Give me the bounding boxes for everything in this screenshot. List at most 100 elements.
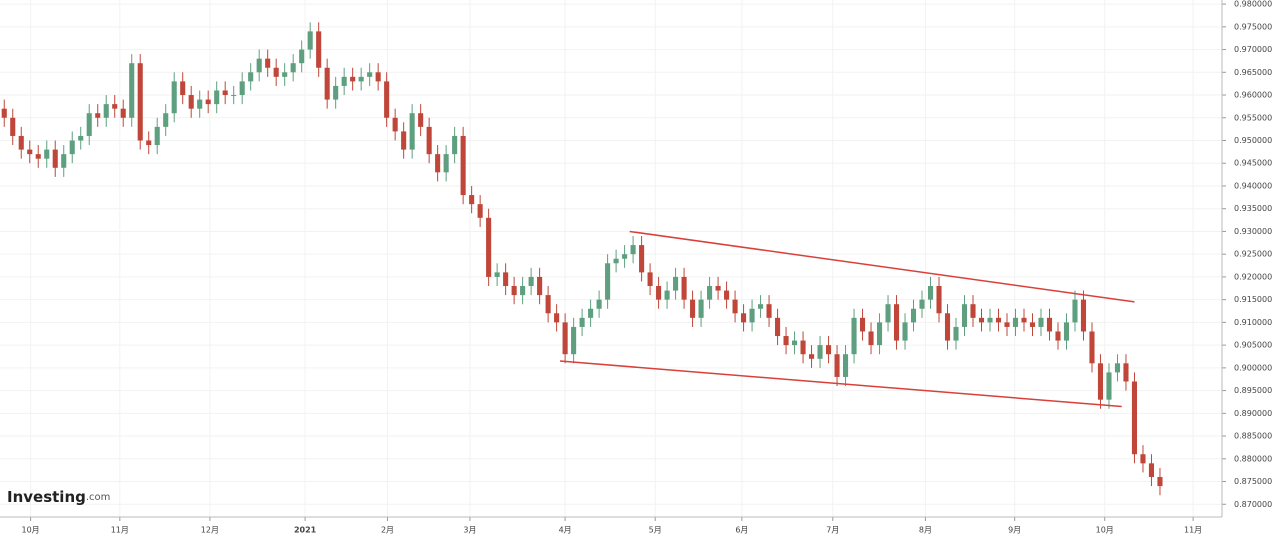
candle-body bbox=[520, 286, 526, 296]
candle-body bbox=[630, 245, 636, 255]
y-tick-label: 0.915000 bbox=[1234, 295, 1272, 304]
candle-body bbox=[503, 272, 509, 287]
candle-body bbox=[809, 354, 815, 359]
candle-body bbox=[137, 63, 143, 141]
y-tick-label: 0.930000 bbox=[1234, 227, 1272, 236]
y-tick-label: 0.895000 bbox=[1234, 386, 1272, 395]
candle-body bbox=[418, 113, 424, 127]
candle-body bbox=[316, 31, 322, 68]
candle-body bbox=[707, 286, 713, 300]
candle-body bbox=[851, 317, 857, 355]
candle-body bbox=[817, 345, 823, 359]
candle-body bbox=[893, 304, 900, 341]
candle-body bbox=[528, 276, 534, 287]
candle-body bbox=[775, 317, 781, 337]
candle-body bbox=[392, 117, 398, 132]
candle-body bbox=[86, 113, 92, 136]
candle-body bbox=[995, 317, 1002, 323]
candle-body bbox=[214, 90, 220, 105]
candle-body bbox=[749, 308, 755, 323]
candle-body bbox=[324, 67, 330, 100]
candle-body bbox=[927, 286, 934, 300]
candle-body bbox=[307, 31, 313, 50]
candle-body bbox=[1021, 317, 1027, 323]
candle-body bbox=[919, 299, 925, 309]
candle-body bbox=[1106, 372, 1112, 400]
x-tick-label: 2021 bbox=[294, 526, 317, 535]
candle-body bbox=[350, 76, 356, 82]
candle-body bbox=[205, 99, 211, 105]
x-tick-label: 12月 bbox=[201, 526, 219, 535]
x-tick-label: 9月 bbox=[1008, 526, 1021, 535]
y-tick-label: 0.950000 bbox=[1234, 136, 1272, 145]
candle-body bbox=[27, 149, 33, 155]
candle-body bbox=[486, 217, 492, 277]
candle-body bbox=[825, 345, 832, 355]
candle-body bbox=[375, 72, 381, 82]
x-tick-label: 6月 bbox=[735, 526, 748, 535]
candle-body bbox=[69, 140, 75, 155]
candle-body bbox=[792, 340, 798, 346]
y-tick-label: 0.955000 bbox=[1234, 113, 1272, 122]
y-tick-label: 0.965000 bbox=[1234, 68, 1272, 77]
candle-body bbox=[664, 290, 670, 300]
candle-body bbox=[494, 272, 500, 277]
candle-body bbox=[511, 286, 517, 296]
candle-body bbox=[1114, 363, 1121, 373]
candle-body bbox=[1140, 454, 1146, 464]
candle-body bbox=[1148, 463, 1155, 477]
candle-body bbox=[290, 63, 296, 73]
watermark-suffix: .com bbox=[86, 492, 111, 503]
candle-body bbox=[78, 135, 84, 141]
candle-body bbox=[1131, 381, 1138, 455]
candle-body bbox=[265, 58, 271, 68]
candle-body bbox=[401, 131, 407, 150]
candle-body bbox=[741, 313, 747, 323]
candle-body bbox=[842, 354, 849, 377]
candle-body bbox=[605, 263, 611, 300]
trendline bbox=[629, 230, 1135, 303]
x-tick-label: 8月 bbox=[919, 526, 932, 535]
candle-body bbox=[562, 322, 568, 355]
y-tick-label: 0.935000 bbox=[1234, 204, 1272, 213]
candle-body bbox=[120, 108, 126, 118]
candle-body bbox=[673, 276, 679, 291]
y-tick-label: 0.980000 bbox=[1234, 0, 1272, 9]
candle-body bbox=[970, 304, 976, 318]
candle-body bbox=[256, 58, 262, 73]
candle-body bbox=[783, 336, 789, 346]
y-tick-label: 0.880000 bbox=[1234, 454, 1272, 463]
x-tick-label: 3月 bbox=[463, 526, 476, 535]
candle-body bbox=[1012, 317, 1019, 327]
y-tick-label: 0.885000 bbox=[1234, 432, 1272, 441]
candle-body bbox=[545, 295, 551, 314]
candle-body bbox=[554, 313, 560, 323]
candle-body bbox=[613, 258, 619, 264]
candle-body bbox=[1123, 363, 1129, 382]
candle-body bbox=[868, 331, 874, 346]
candle-body bbox=[367, 72, 373, 77]
candle-body bbox=[197, 99, 203, 109]
candle-body bbox=[299, 49, 305, 64]
x-tick-label: 11月 bbox=[111, 526, 129, 535]
candle-body bbox=[647, 272, 653, 287]
candle-body bbox=[341, 76, 347, 86]
candle-body bbox=[1029, 322, 1036, 327]
candle-body bbox=[1055, 331, 1061, 341]
candle-body bbox=[834, 354, 840, 377]
candle-body bbox=[239, 81, 245, 96]
candle-body bbox=[171, 81, 177, 114]
x-tick-label: 4月 bbox=[559, 526, 572, 535]
candle-body bbox=[1089, 331, 1095, 364]
candle-body bbox=[103, 104, 109, 118]
candle-body bbox=[44, 149, 50, 159]
candle-body bbox=[384, 81, 390, 118]
candle-body bbox=[222, 90, 228, 96]
candle-body bbox=[129, 63, 135, 118]
candle-body bbox=[1080, 299, 1087, 332]
trendline bbox=[559, 360, 1122, 408]
candle-body bbox=[358, 76, 364, 82]
candle-body bbox=[690, 299, 696, 318]
candle-body bbox=[622, 254, 628, 259]
